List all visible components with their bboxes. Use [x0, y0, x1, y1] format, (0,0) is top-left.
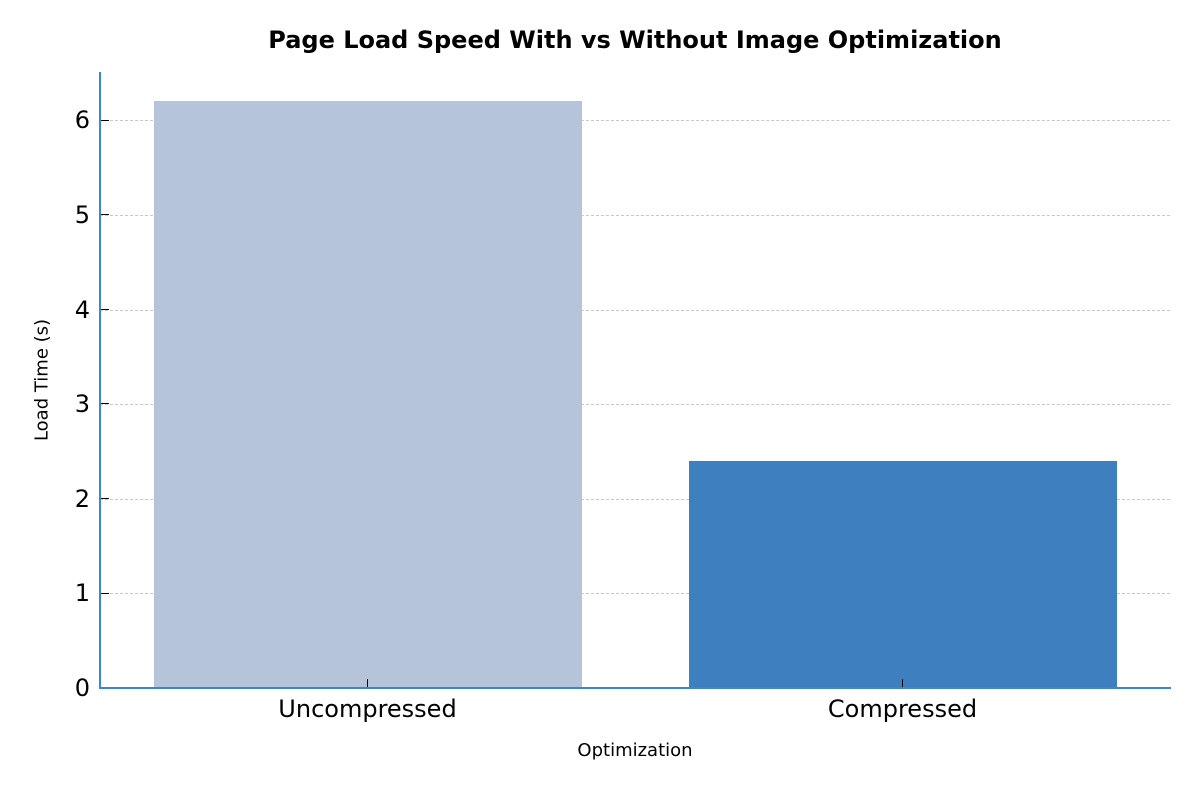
- plot-area: [99, 72, 1171, 689]
- gridline: [100, 498, 1170, 500]
- gridline: [100, 404, 1170, 406]
- y-tick: [101, 498, 109, 499]
- y-tick: [101, 308, 109, 310]
- gridline: [100, 214, 1170, 216]
- y-tick: [101, 592, 109, 594]
- x-axis-spine: [99, 687, 1171, 689]
- bar-uncompressed: [153, 101, 582, 688]
- x-tick-label: Compressed: [827, 695, 978, 723]
- y-axis-label: Load Time (s): [31, 318, 53, 442]
- y-tick-label: 4: [74, 295, 90, 324]
- gridline: [100, 309, 1170, 311]
- y-tick-label: 1: [74, 579, 90, 608]
- y-axis-spine: [99, 72, 101, 689]
- y-tick-label: 3: [74, 390, 90, 419]
- y-tick: [101, 403, 109, 405]
- bar-compressed: [688, 460, 1117, 688]
- y-tick-label: 0: [74, 674, 90, 702]
- x-tick: [366, 679, 368, 687]
- gridline: [100, 593, 1170, 595]
- y-tick-label: 2: [74, 484, 90, 513]
- x-tick: [901, 679, 903, 687]
- y-tick-label: 6: [74, 106, 90, 135]
- x-axis-label: Optimization: [577, 740, 693, 761]
- y-tick: [101, 214, 109, 216]
- chart-title: Page Load Speed With vs Without Image Op…: [268, 26, 1002, 54]
- y-tick: [101, 119, 109, 121]
- x-tick-label: Uncompressed: [278, 695, 457, 723]
- y-tick-label: 5: [74, 200, 90, 229]
- gridline: [100, 120, 1170, 122]
